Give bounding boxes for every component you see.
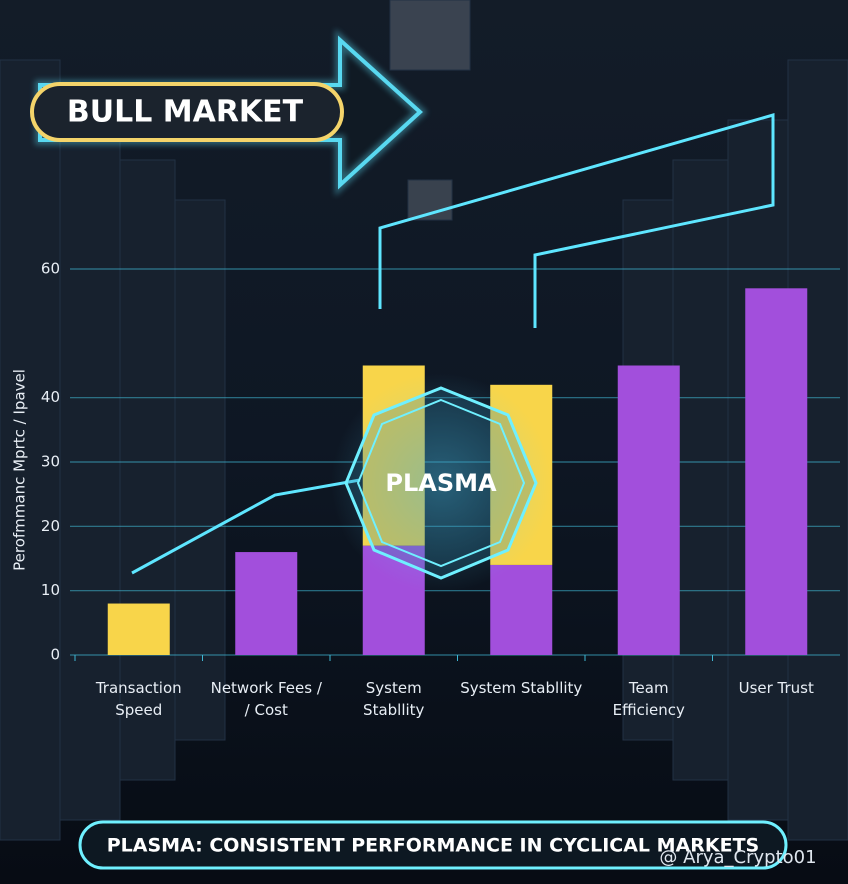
bar [490, 564, 553, 655]
plasma-badge [331, 373, 551, 593]
footer-box [78, 820, 788, 870]
x-tick-label: System Stabllity [460, 679, 583, 697]
bar [107, 603, 170, 655]
y-tick-label: 10 [41, 581, 60, 599]
footer: PLASMA: CONSISTENT PERFORMANCE IN CYCLIC… [107, 835, 760, 857]
y-tick-label: 30 [41, 453, 60, 471]
bar [745, 288, 808, 655]
x-tick-label: Network Fees / / Cost [210, 679, 322, 719]
bull-arrow [30, 28, 428, 197]
y-tick-label: 40 [41, 388, 60, 406]
y-tick-label: 60 [41, 260, 60, 278]
chart-title: BULL MARKET [67, 95, 304, 130]
y-tick-label: 0 [50, 646, 60, 664]
bar [617, 365, 680, 655]
x-tick-label: System Stabllity [363, 679, 425, 719]
x-tick-label: Transaction Speed [95, 679, 182, 719]
y-axis-label: Perofmmanc Mprtc / Ipavel [11, 369, 29, 571]
annotation: PLASMA [385, 469, 497, 497]
watermark: @ Arya_Crypto01 [659, 847, 816, 868]
bar [235, 552, 298, 655]
y-tick-label: 20 [41, 517, 60, 535]
x-tick-label: User Trust [738, 679, 814, 697]
server-racks [0, 0, 848, 841]
x-tick-label: Team Efficiency [612, 679, 685, 719]
